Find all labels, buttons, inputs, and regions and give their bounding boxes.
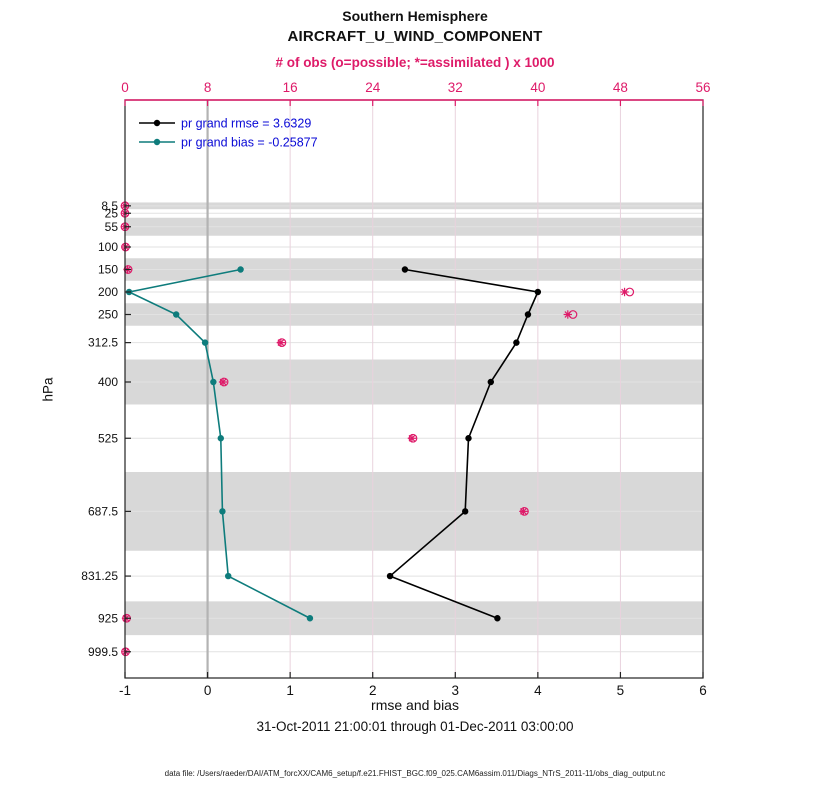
left-tick-label: 525 [98, 431, 118, 445]
obs-assimilated-marker [563, 310, 572, 319]
rmse-point [513, 339, 520, 346]
bottom-tick-label: 5 [617, 683, 625, 698]
rmse-point [401, 266, 409, 273]
asterisk-arm [219, 378, 227, 386]
obs-assimilated-marker [519, 507, 528, 516]
obs-assimilated-marker [407, 434, 417, 443]
left-tick-label: 925 [98, 611, 118, 625]
obs-assimilated-marker [276, 338, 286, 347]
left-tick-label: 999.5 [88, 645, 118, 659]
bias-point [219, 508, 226, 515]
bottom-tick-label: 2 [369, 683, 377, 698]
bottom-tick-label: 4 [534, 683, 542, 698]
top-tick-label: 32 [448, 80, 463, 95]
rmse-point [487, 378, 494, 386]
left-tick-label: 150 [98, 263, 118, 277]
bias-point [172, 311, 180, 318]
asterisk-arm [621, 288, 628, 296]
bias-point [306, 615, 314, 622]
left-tick-label: 400 [98, 375, 118, 389]
left-tick-label: 8.5 [101, 199, 118, 213]
bottom-tick-label: 6 [699, 683, 707, 698]
asterisk-arm [277, 339, 285, 346]
left-tick-label: 200 [98, 285, 118, 299]
legend-marker [153, 119, 161, 127]
datafile-footnote: data file: /Users/raeder/DAI/ATM_forcXX/… [164, 769, 666, 778]
x-axis-label: rmse and bias [371, 697, 459, 713]
asterisk-arm [564, 311, 572, 318]
figure-title-variable: AIRCRAFT_U_WIND_COMPONENT [287, 28, 543, 45]
y-axis-label: hPa [40, 377, 56, 402]
top-tick-label: 8 [204, 80, 212, 95]
asterisk-arm [408, 434, 416, 442]
asterisk-arm [520, 508, 527, 515]
top-tick-label: 24 [365, 80, 381, 95]
bottom-tick-label: 3 [452, 683, 460, 698]
left-tick-label: 831.25 [81, 569, 118, 583]
rmse-point [386, 572, 394, 580]
bias-point [201, 339, 209, 346]
rmse-point [524, 311, 532, 318]
bottom-tick-label: -1 [119, 683, 131, 698]
obs-assimilated-marker [620, 287, 629, 297]
rmse-point [534, 288, 542, 296]
figure-title-region: Southern Hemisphere [342, 8, 488, 24]
rmse-point [494, 615, 501, 622]
top-tick-label: 16 [283, 80, 298, 95]
bias-point [210, 378, 217, 386]
left-tick-label: 312.5 [88, 336, 118, 350]
bias-point [225, 572, 232, 580]
bottom-tick-label: 0 [204, 683, 212, 698]
bias-point [237, 266, 244, 273]
top-tick-label: 56 [695, 80, 710, 95]
top-tick-label: 48 [613, 80, 628, 95]
legend-label: pr grand rmse = 3.6329 [181, 117, 311, 131]
top-tick-label: 40 [530, 80, 545, 95]
bottom-tick-label: 1 [286, 683, 294, 698]
left-tick-label: 55 [105, 220, 119, 234]
obs-assimilated-marker [218, 377, 228, 387]
left-tick-label: 25 [105, 206, 119, 220]
legend-marker [153, 138, 161, 146]
rmse-point [465, 435, 472, 442]
top-tick-label: 0 [121, 80, 129, 95]
left-tick-label: 100 [98, 240, 118, 254]
timespan-subtitle: 31-Oct-2011 21:00:01 through 01-Dec-2011… [256, 719, 574, 734]
left-tick-label: 687.5 [88, 504, 118, 518]
left-tick-label: 250 [98, 308, 118, 322]
top-axis-label: # of obs (o=possible; *=assimilated ) x … [275, 55, 555, 70]
legend-label: pr grand bias = -0.25877 [181, 136, 318, 150]
bias-point [217, 435, 224, 442]
rmse-point [461, 508, 469, 515]
